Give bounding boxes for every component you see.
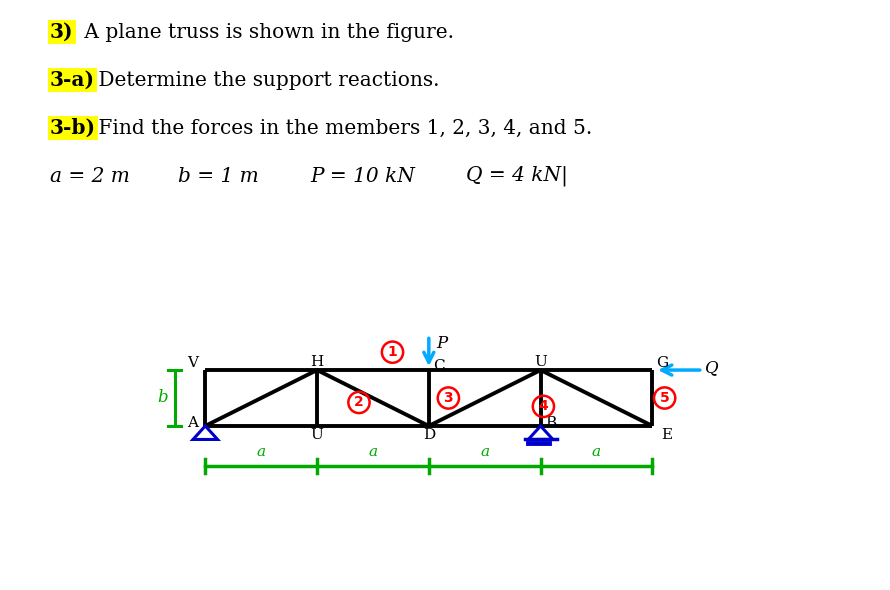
Text: V: V (188, 356, 198, 370)
Text: E: E (660, 428, 672, 442)
Text: a: a (592, 445, 601, 459)
Text: b: b (157, 389, 167, 407)
Text: P: P (436, 335, 447, 352)
Text: 2: 2 (354, 395, 364, 409)
Text: 3-a): 3-a) (50, 70, 95, 90)
Text: 4: 4 (538, 399, 548, 414)
Text: 3): 3) (50, 22, 74, 42)
Text: b = 1 m: b = 1 m (178, 166, 259, 185)
Text: a: a (480, 445, 490, 459)
Text: Find the forces in the members 1, 2, 3, 4, and 5.: Find the forces in the members 1, 2, 3, … (92, 119, 592, 137)
Text: C: C (433, 359, 445, 373)
Text: B: B (545, 416, 556, 430)
Text: Q = 4 kN|: Q = 4 kN| (466, 166, 568, 186)
Text: H: H (311, 355, 324, 369)
Text: A plane truss is shown in the figure.: A plane truss is shown in the figure. (78, 22, 454, 41)
Text: Q: Q (706, 359, 719, 376)
Text: 1: 1 (388, 345, 397, 359)
Text: a: a (368, 445, 377, 459)
Text: U: U (311, 428, 323, 442)
Text: G: G (656, 356, 668, 370)
Text: a: a (256, 445, 266, 459)
Text: 5: 5 (659, 391, 669, 405)
Text: U: U (534, 355, 547, 369)
Text: a = 2 m: a = 2 m (50, 166, 130, 185)
Text: A: A (188, 416, 198, 430)
Text: 3: 3 (443, 391, 453, 405)
Text: 3-b): 3-b) (50, 118, 96, 138)
Text: P = 10 kN: P = 10 kN (310, 166, 415, 185)
Text: D: D (423, 428, 435, 442)
Text: Determine the support reactions.: Determine the support reactions. (92, 70, 440, 90)
